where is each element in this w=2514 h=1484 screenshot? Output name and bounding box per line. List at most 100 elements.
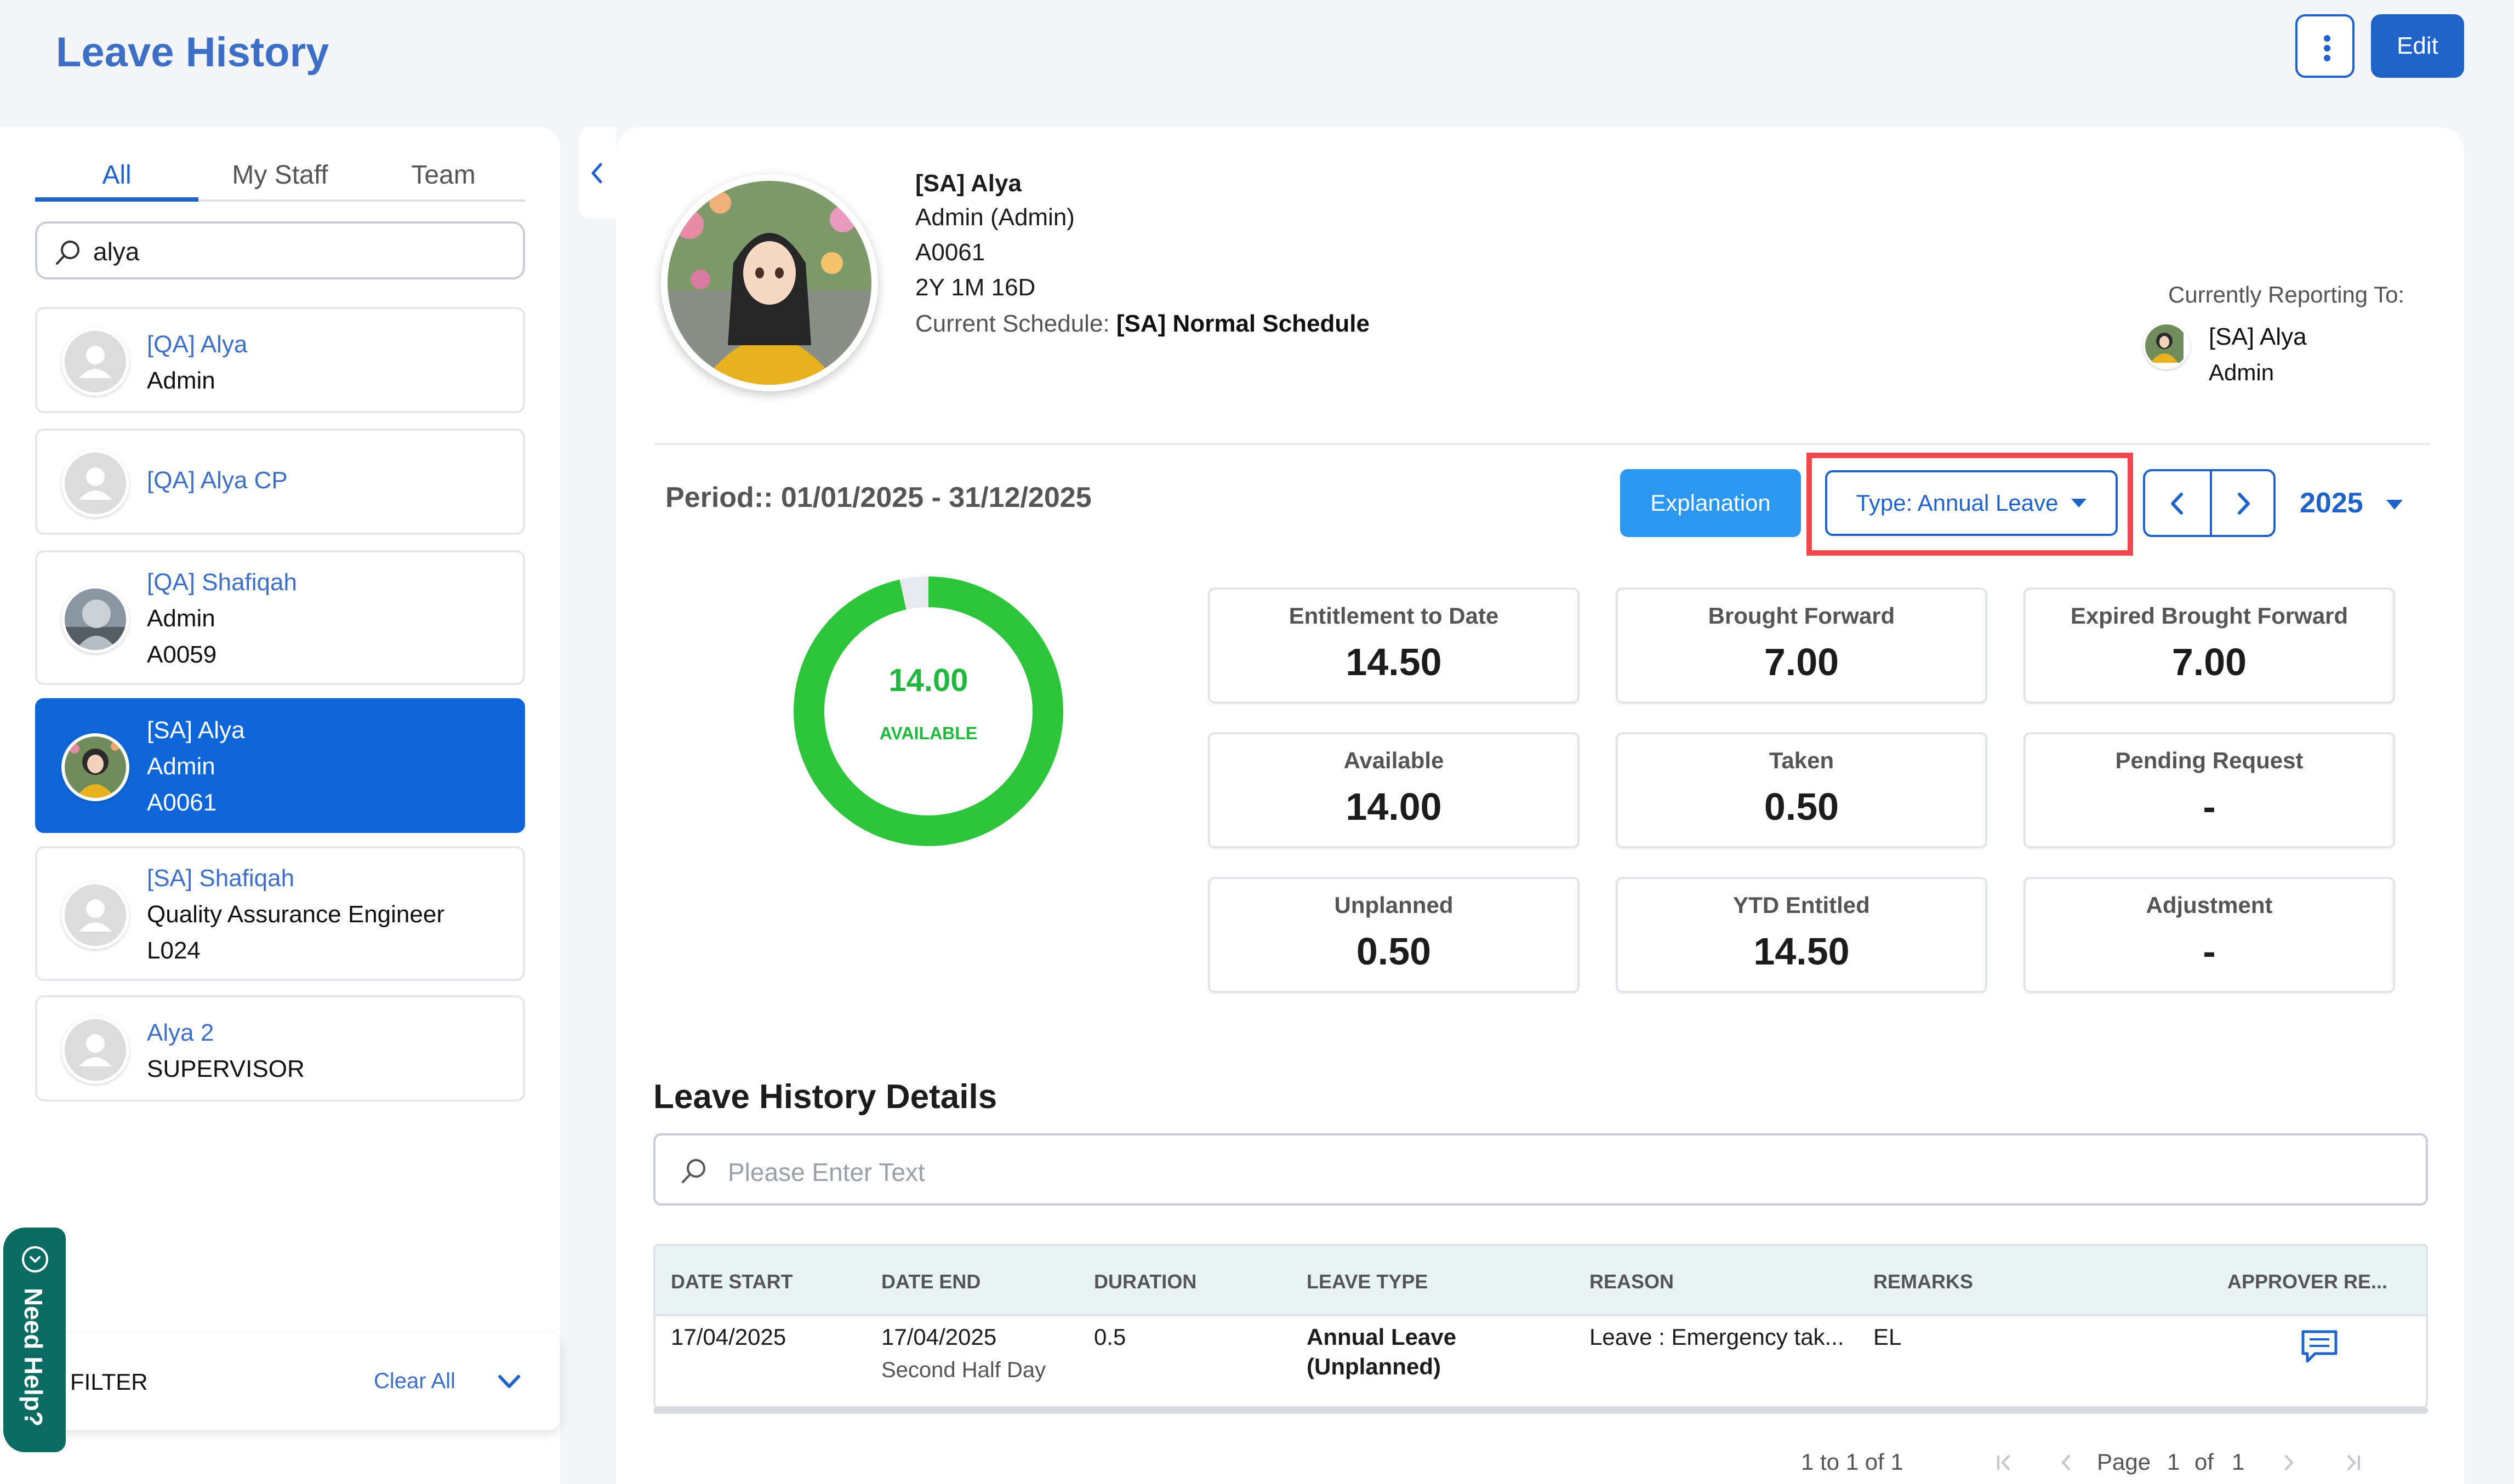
tab-active-indicator: [35, 197, 198, 202]
page-title: Leave History: [56, 29, 329, 76]
profile-role: Admin (Admin): [915, 204, 1075, 231]
employee-name: [SA] Alya: [147, 717, 245, 744]
stat-value: 14.50: [1753, 930, 1850, 973]
cell-date-end: 17/04/2025 Second Half Day: [881, 1324, 1046, 1383]
default-avatar-icon: [61, 328, 129, 396]
column-header[interactable]: DATE START: [671, 1270, 793, 1293]
employee-card[interactable]: Alya 2 SUPERVISOR: [35, 995, 525, 1101]
collapse-panel-button[interactable]: [579, 127, 616, 218]
chevron-left-icon: [591, 163, 602, 184]
section-divider: [654, 443, 2430, 445]
employee-id: A0059: [147, 641, 217, 668]
reporting-avatar: [2143, 322, 2190, 369]
stat-label: Expired Brought Forward: [2070, 603, 2348, 629]
column-header[interactable]: REMARKS: [1873, 1270, 1974, 1293]
stat-label: YTD Entitled: [1733, 892, 1870, 918]
period-label: Period:: 01/01/2025 - 31/12/2025: [665, 482, 1092, 513]
reporting-to-label: Currently Reporting To:: [2168, 282, 2405, 307]
donut-value: 14.00: [888, 663, 968, 698]
horizontal-scrollbar[interactable]: [653, 1407, 2428, 1414]
employee-name: [QA] Alya: [147, 331, 248, 358]
table-header: DATE START DATE END DURATION LEAVE TYPE …: [655, 1246, 2426, 1316]
tab-team[interactable]: Team: [411, 160, 476, 190]
details-search-input[interactable]: Please Enter Text: [653, 1133, 2428, 1206]
caret-down-icon: [2071, 499, 2087, 507]
cell-leave-type: Annual Leave (Unplanned): [1307, 1324, 1456, 1380]
column-header[interactable]: LEAVE TYPE: [1307, 1270, 1428, 1293]
year-selector[interactable]: 2025: [2300, 487, 2363, 519]
stat-value: 14.00: [1346, 785, 1442, 828]
next-year-button[interactable]: [2212, 471, 2277, 535]
profile-avatar: [661, 174, 878, 391]
edit-button[interactable]: Edit: [2371, 14, 2464, 78]
last-page-icon[interactable]: [2335, 1449, 2368, 1476]
default-avatar-icon: [61, 881, 129, 949]
search-icon: [682, 1159, 705, 1183]
leave-history-table: DATE START DATE END DURATION LEAVE TYPE …: [653, 1244, 2428, 1408]
stat-entitlement-to-date: Entitlement to Date 14.50: [1208, 587, 1580, 704]
donut-arc: [794, 577, 1063, 846]
filter-label: FILTER: [70, 1369, 148, 1395]
available-donut-chart: [794, 577, 1063, 846]
column-header[interactable]: REASON: [1589, 1270, 1674, 1293]
date-end-sub: Second Half Day: [881, 1358, 1046, 1382]
employee-card[interactable]: [QA] Shafiqah Admin A0059: [35, 550, 525, 685]
employee-card[interactable]: [SA] Shafiqah Quality Assurance Engineer…: [35, 846, 525, 981]
previous-year-button[interactable]: [2145, 471, 2210, 535]
help-icon: [22, 1246, 48, 1272]
stat-pending-request: Pending Request -: [2023, 732, 2395, 848]
stat-value: 0.50: [1764, 785, 1839, 828]
employee-id: L024: [147, 937, 201, 964]
profile-id: A0061: [915, 239, 985, 266]
more-options-button[interactable]: [2295, 14, 2355, 78]
employee-search-input[interactable]: alya: [35, 221, 525, 279]
employee-card[interactable]: [QA] Alya Admin: [35, 307, 525, 413]
stat-brought-forward: Brought Forward 7.00: [1616, 587, 1987, 704]
cell-date-start: 17/04/2025: [671, 1324, 786, 1350]
column-header[interactable]: DATE END: [881, 1270, 981, 1293]
employee-role: Admin: [147, 753, 215, 780]
profile-name: [SA] Alya: [915, 170, 1022, 197]
profile-tenure: 2Y 1M 16D: [915, 274, 1036, 301]
clear-all-link[interactable]: Clear All: [374, 1369, 455, 1393]
column-header[interactable]: APPROVER RE...: [2227, 1270, 2388, 1293]
employee-card-selected[interactable]: [SA] Alya Admin A0061: [35, 698, 525, 833]
stat-value: 7.00: [1764, 641, 1839, 683]
leave-type-dropdown[interactable]: Type: Annual Leave: [1825, 470, 2118, 536]
pager-of-label: of: [2194, 1449, 2214, 1475]
explanation-button[interactable]: Explanation: [1620, 469, 1801, 537]
stat-ytd-entitled: YTD Entitled 14.50: [1616, 877, 1987, 993]
next-page-icon[interactable]: [2272, 1449, 2305, 1476]
stat-value: 14.50: [1346, 641, 1442, 683]
leave-history-details-title: Leave History Details: [653, 1078, 997, 1116]
chevron-down-icon[interactable]: [495, 1371, 523, 1393]
pager-range: 1 to 1 of 1: [1801, 1449, 1903, 1475]
tab-my-staff[interactable]: My Staff: [232, 160, 328, 190]
stat-label: Pending Request: [2115, 747, 2304, 773]
stat-label: Unplanned: [1334, 892, 1453, 918]
avatar: [61, 733, 129, 801]
previous-page-icon[interactable]: [2050, 1449, 2083, 1476]
need-help-button[interactable]: Need Help?: [3, 1228, 66, 1452]
comment-icon[interactable]: [2300, 1328, 2339, 1365]
employee-card[interactable]: [QA] Alya CP: [35, 429, 525, 535]
first-page-icon[interactable]: [1989, 1449, 2022, 1476]
stat-taken: Taken 0.50: [1616, 732, 1987, 848]
stat-expired-brought-forward: Expired Brought Forward 7.00: [2023, 587, 2395, 704]
stat-value: -: [2203, 785, 2216, 828]
search-icon: [56, 241, 79, 265]
leave-type-name: Annual Leave: [1307, 1324, 1457, 1350]
column-header[interactable]: DURATION: [1094, 1270, 1197, 1293]
stat-label: Available: [1343, 747, 1444, 773]
caret-down-icon[interactable]: [2386, 500, 2403, 510]
tab-all[interactable]: All: [102, 160, 132, 190]
stat-label: Brought Forward: [1708, 603, 1895, 629]
reporting-name: [SA] Alya: [2209, 323, 2307, 350]
search-placeholder: Please Enter Text: [728, 1158, 925, 1186]
stat-available: Available 14.00: [1208, 732, 1580, 848]
employee-role: Quality Assurance Engineer: [147, 901, 444, 928]
schedule-label: Current Schedule:: [915, 310, 1110, 337]
employee-role: SUPERVISOR: [147, 1055, 305, 1082]
cell-remarks: EL: [1873, 1324, 1902, 1350]
stat-label: Entitlement to Date: [1289, 603, 1499, 629]
